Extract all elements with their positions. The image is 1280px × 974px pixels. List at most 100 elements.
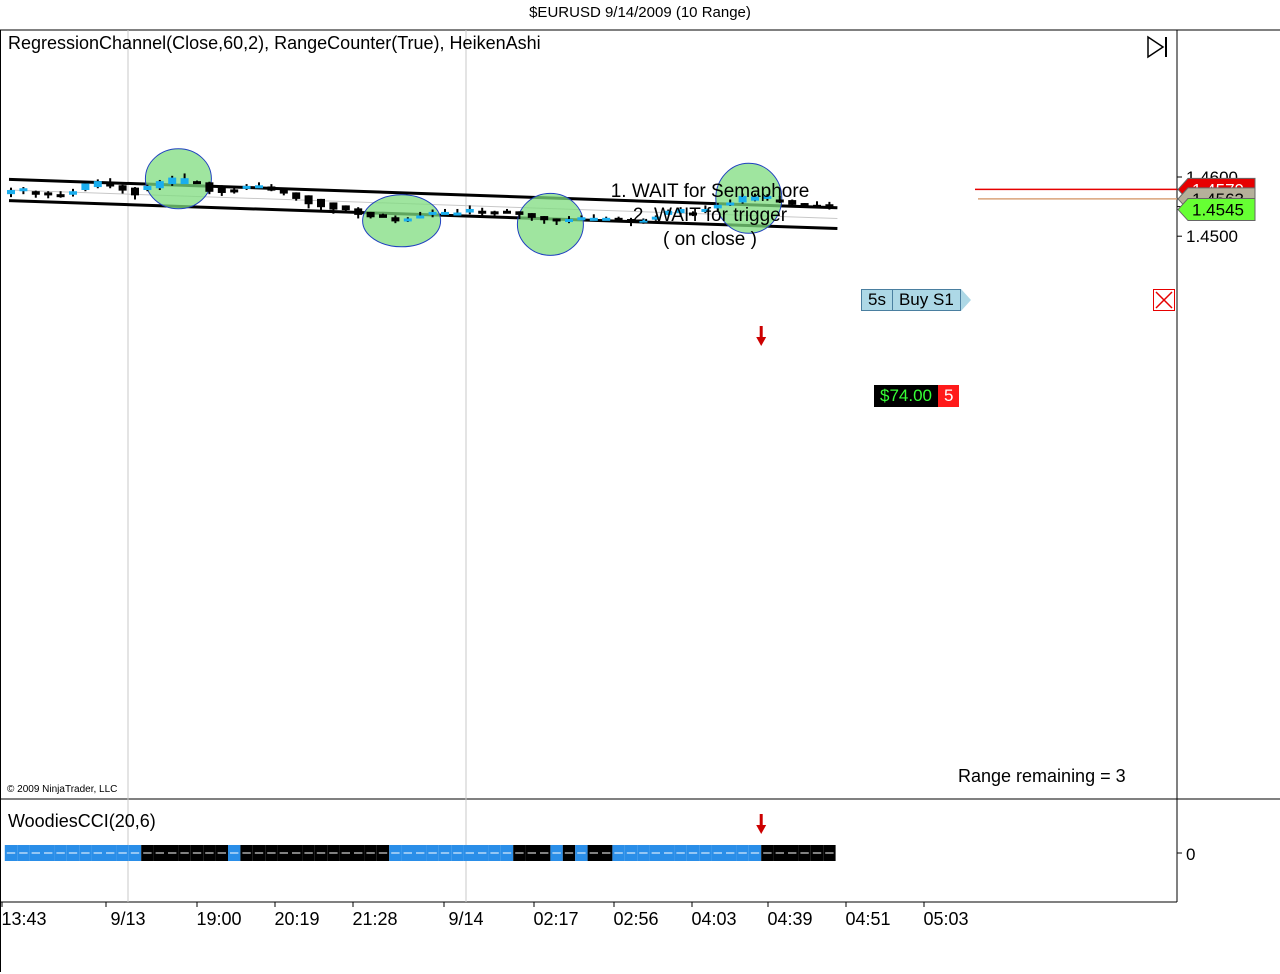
candle-body — [664, 210, 673, 215]
candle — [651, 215, 660, 221]
semaphore-circle — [144, 148, 212, 210]
candle — [93, 179, 102, 189]
candle — [441, 208, 449, 215]
candle-body — [453, 212, 462, 216]
candle — [813, 201, 821, 208]
candle-body — [44, 192, 53, 196]
candle — [143, 184, 152, 192]
copyright: © 2009 NinjaTrader, LLC — [7, 784, 118, 795]
candle — [317, 198, 325, 212]
x-tick-label: 05:03 — [923, 909, 968, 929]
candle — [577, 215, 586, 221]
candle — [230, 187, 239, 194]
candle-body — [379, 214, 387, 218]
candle — [19, 187, 28, 195]
x-tick-label: 9/13 — [110, 909, 145, 929]
candle-body — [565, 219, 573, 223]
price-plot[interactable] — [7, 148, 1177, 834]
last-price-tag[interactable]: 1.4545 — [1177, 198, 1256, 222]
candle — [255, 182, 263, 189]
candle-body — [329, 202, 338, 210]
candle-body — [317, 198, 325, 208]
candle — [118, 184, 127, 194]
candle — [341, 205, 350, 213]
candle-body — [19, 188, 28, 192]
candle — [391, 215, 400, 224]
candle-body — [701, 208, 710, 212]
order-tag[interactable]: 5s Buy S1 — [861, 289, 971, 311]
order-timeframe: 5s — [861, 289, 893, 311]
candle-body — [403, 218, 412, 222]
candle — [503, 208, 511, 214]
candle — [217, 185, 226, 196]
candle — [515, 211, 524, 220]
candle-body — [639, 219, 648, 223]
candle-body — [180, 178, 189, 185]
x-tick-label: 21:28 — [352, 909, 397, 929]
last-price-tag-shape — [1177, 198, 1256, 222]
candle — [540, 216, 549, 224]
candle-body — [416, 215, 425, 219]
order-tag-pointer — [960, 289, 971, 311]
candle — [751, 193, 759, 202]
candle — [242, 184, 251, 191]
candle — [81, 181, 90, 192]
position-pnl-tag[interactable]: $74.00 5 — [874, 385, 960, 407]
candle-body — [341, 205, 350, 211]
window-title: $EURUSD 9/14/2009 (10 Range) — [529, 4, 751, 21]
semaphore-circle — [715, 162, 783, 234]
candle-body — [713, 204, 722, 209]
candle — [279, 188, 288, 196]
candle-body — [602, 217, 611, 221]
semaphore-group — [144, 148, 783, 256]
signal-arrow-icon — [756, 326, 767, 346]
candle — [155, 179, 164, 191]
candle-body — [304, 195, 313, 205]
play-forward-icon[interactable] — [1145, 34, 1171, 60]
x-tick-label: 20:19 — [274, 909, 319, 929]
candle — [726, 199, 735, 207]
candle-body — [69, 191, 77, 195]
candle — [180, 173, 189, 185]
candle — [44, 191, 53, 199]
candle-body — [143, 185, 152, 191]
signal-arrow-head — [756, 825, 767, 834]
candle-body — [465, 208, 474, 213]
candle-body — [56, 194, 65, 198]
candle-body — [168, 177, 177, 185]
semaphore-circle — [516, 192, 584, 256]
candle-body — [726, 202, 735, 206]
candle — [366, 211, 375, 219]
candle — [788, 199, 797, 207]
candle-body — [527, 213, 536, 218]
candle — [676, 207, 685, 216]
candle-body — [738, 195, 747, 203]
candle-body — [118, 185, 127, 191]
semaphore-circle — [362, 194, 442, 248]
candle-body — [788, 200, 797, 205]
candle-body — [131, 187, 139, 196]
candle — [602, 216, 611, 221]
candle — [465, 205, 474, 215]
candle-body — [589, 217, 598, 221]
signal-arrow-head — [756, 337, 767, 346]
x-tick-label: 04:03 — [691, 909, 736, 929]
candle-body — [503, 210, 511, 214]
candle — [800, 203, 809, 208]
candle-body — [689, 212, 697, 216]
cancel-order-icon[interactable] — [1153, 289, 1175, 311]
candle-body — [230, 189, 239, 193]
order-label: Buy S1 — [892, 289, 961, 311]
candle — [701, 205, 710, 214]
candle — [614, 216, 623, 221]
instruction-line: ( on close ) — [663, 229, 757, 250]
last-price-tag-text: 1.4545 — [1192, 201, 1244, 220]
candle-body — [614, 217, 623, 221]
instructions-note: 1. WAIT for Semaphore 2. WAIT for trigge… — [560, 180, 860, 252]
candle-body — [81, 183, 90, 191]
candle — [552, 218, 561, 225]
candle-body — [255, 185, 263, 189]
indicator-label: RegressionChannel(Close,60,2), RangeCoun… — [8, 33, 541, 53]
candle-body — [775, 199, 784, 203]
